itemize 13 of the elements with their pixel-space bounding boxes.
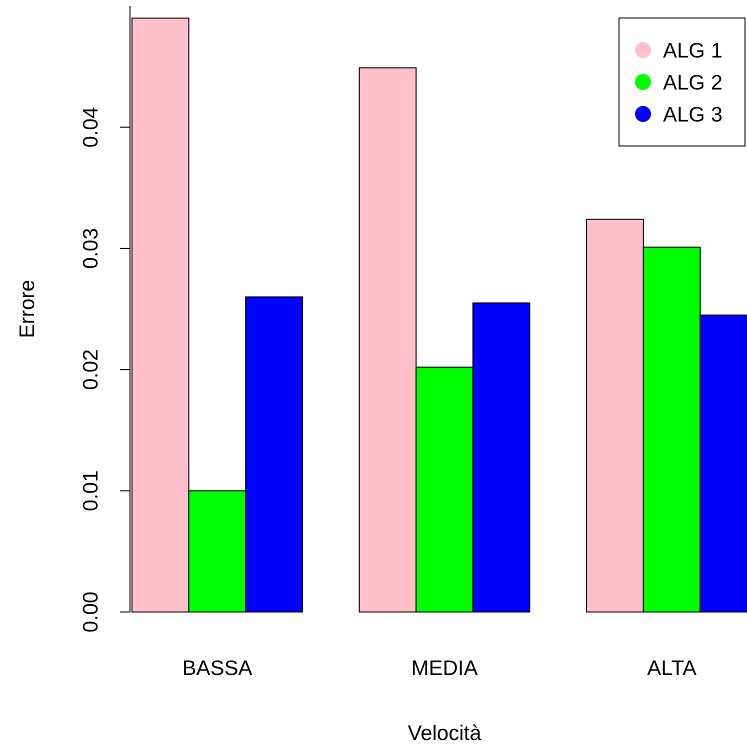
y-tick-label: 0.00 — [79, 592, 102, 632]
legend-label: ALG 3 — [663, 103, 723, 126]
y-tick-label: 0.01 — [79, 470, 102, 512]
x-tick-label: BASSA — [182, 657, 252, 680]
x-tick-label: ALTA — [647, 657, 696, 680]
legend-label: ALG 1 — [663, 39, 723, 62]
x-axis-title: Velocità — [408, 722, 482, 745]
x-tick-label: MEDIA — [411, 657, 478, 680]
y-tick-label: 0.02 — [79, 349, 102, 390]
y-tick-label: 0.03 — [79, 228, 102, 269]
legend-label: ALG 2 — [663, 71, 723, 94]
y-axis-title: Errore — [16, 280, 39, 338]
y-tick-label: 0.04 — [79, 106, 102, 148]
